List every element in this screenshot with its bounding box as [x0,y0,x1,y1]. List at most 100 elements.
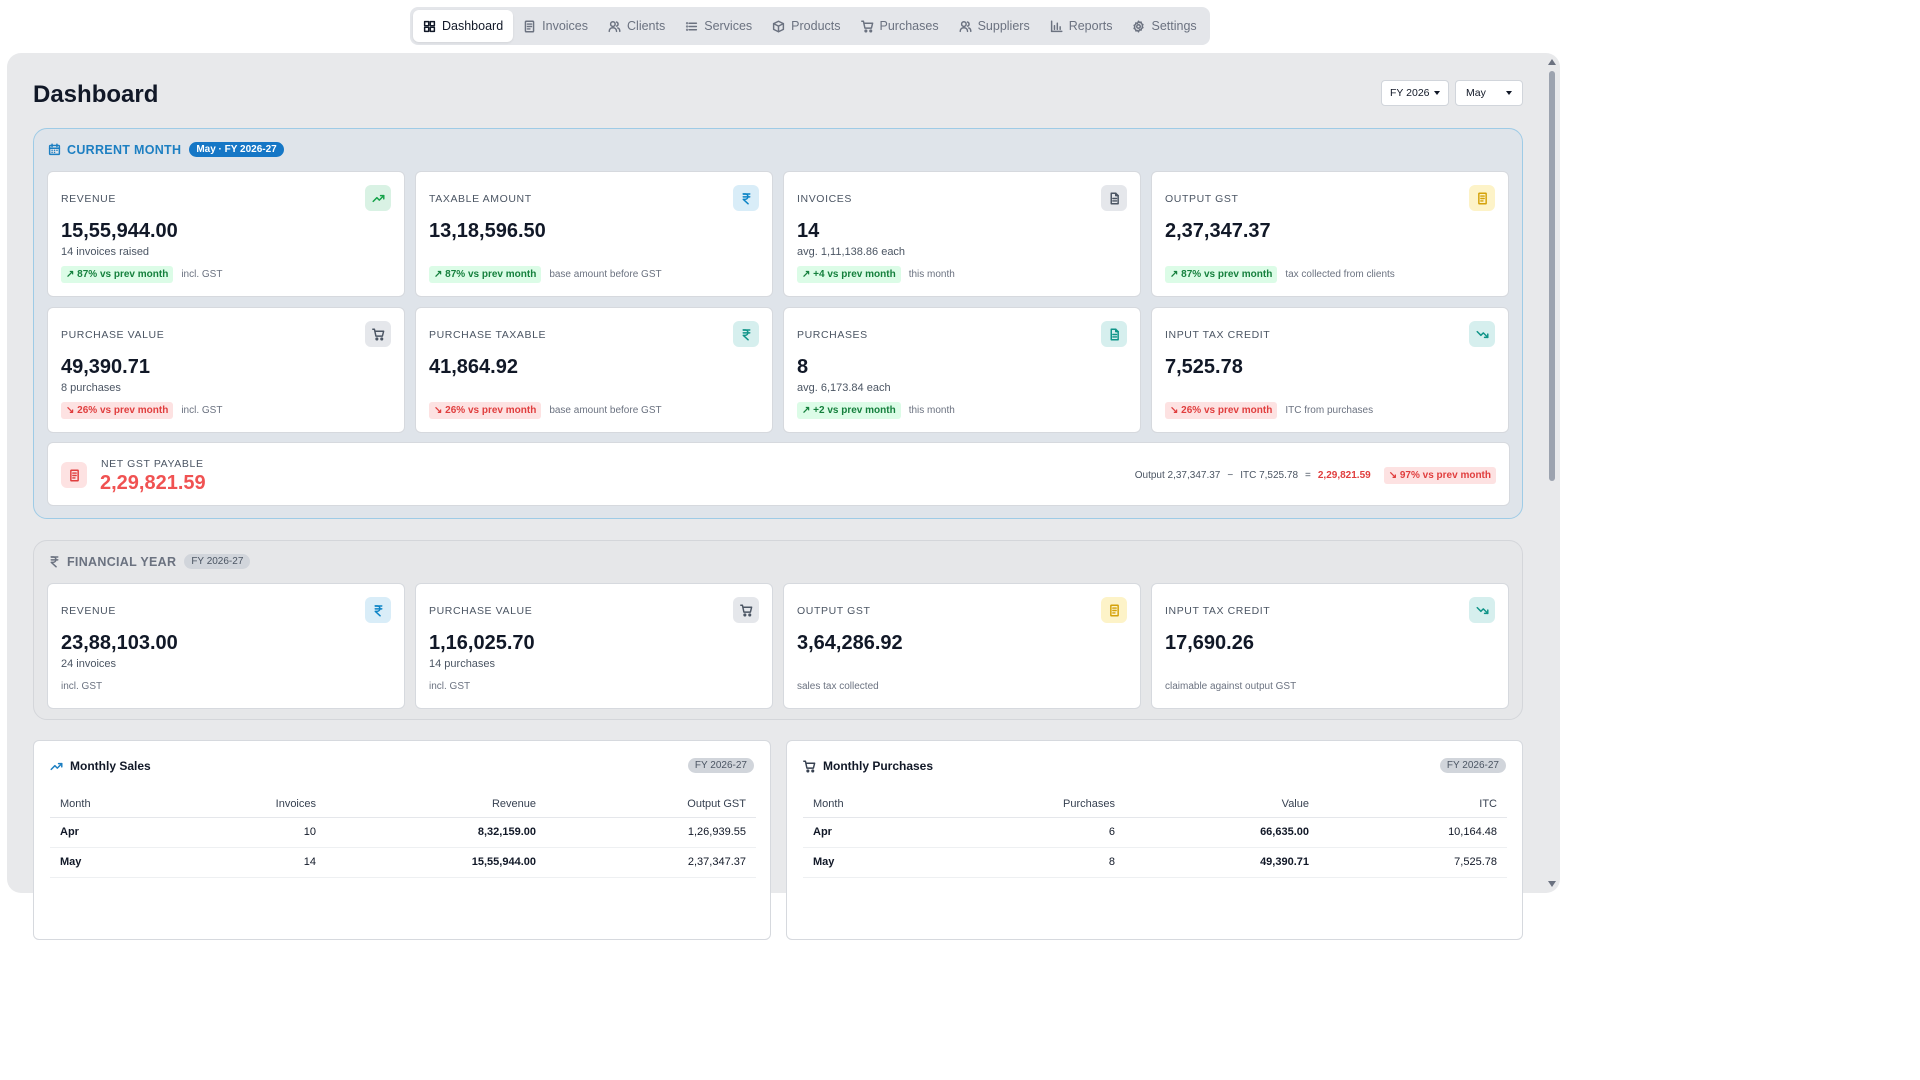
card-label: INPUT TAX CREDIT [1165,605,1271,617]
column-header: Invoices [200,791,326,818]
tab-settings[interactable]: Settings [1122,10,1206,42]
card-footer: ↗ 87% vs prev month tax collected from c… [1165,266,1395,283]
card-note: claimable against output GST [1165,681,1297,692]
tab-purchases[interactable]: Purchases [851,10,949,42]
card-label: REVENUE [61,193,116,205]
scroll-down-icon[interactable] [1548,881,1556,887]
section-title: FINANCIAL YEAR [67,554,177,569]
card-icon-badge [365,321,391,347]
card-subtext: 14 purchases [429,658,496,670]
table-cell: 8 [993,847,1125,878]
tab-suppliers[interactable]: Suppliers [949,10,1040,42]
vertical-scrollbar[interactable] [1548,57,1556,887]
tab-label: Clients [627,19,666,33]
card-icon-badge [1101,185,1127,211]
section-title: CURRENT MONTH [67,142,182,157]
period-badge: FY 2026-27 [1439,758,1506,773]
table-cell: 6 [993,817,1125,848]
scroll-up-icon[interactable] [1548,59,1556,65]
card-note: incl. GST [61,681,103,692]
monthly-sales-card: Monthly Sales FY 2026-27 Month Invoices … [33,740,771,940]
card-footer: ↘ 26% vs prev month base amount before G… [429,402,662,419]
net-gst-equation: Output 2,37,347.37 − ITC 7,525.78 = 2,29… [1135,467,1496,484]
net-gst-payable-card: NET GST PAYABLE 2,29,821.59 Output 2,37,… [47,442,1510,506]
card-note: tax collected from clients [1285,269,1395,280]
card-subtext: avg. 6,173.84 each [797,382,891,394]
equals-sign: = [1305,470,1311,481]
fy-input-tax-credit-card: INPUT TAX CREDIT 17,690.26 claimable aga… [1151,583,1509,709]
tab-label: Purchases [879,19,939,33]
card-subtext: 8 purchases [61,382,121,394]
tab-label: Settings [1151,19,1197,33]
rupee-icon [50,556,59,568]
card-label: NET GST PAYABLE [101,458,204,470]
table-row: May 14 15,55,944.00 2,37,347.37 [50,847,756,878]
fy-purchase-value-card: PURCHASE VALUE 1,16,025.70 14 purchases … [415,583,773,709]
scroll-thumb[interactable] [1549,71,1555,481]
caret-down-icon [1506,91,1512,95]
card-label: INVOICES [797,193,852,205]
table-cell: Apr [803,817,993,848]
card-note: this month [908,269,955,280]
card-note: sales tax collected [797,681,879,692]
tab-invoices[interactable]: Invoices [513,10,598,42]
tab-reports[interactable]: Reports [1040,10,1123,42]
card-value: 7,525.78 [1165,356,1243,378]
card-icon-badge [733,321,759,347]
trend-badge: ↗ +2 vs prev month [797,402,901,419]
monthly-purchases-table: Month Purchases Value ITC Apr 6 66,635.0… [803,791,1507,878]
users-icon [608,20,621,32]
fy-revenue-card: REVENUE 23,88,103.00 24 invoices incl. G… [47,583,405,709]
card-footer: ↗ 87% vs prev month base amount before G… [429,266,662,283]
section-header: CURRENT MONTH May · FY 2026-27 [48,142,284,157]
table-cell: 66,635.00 [1125,817,1319,848]
card-footer: ↗ +4 vs prev month this month [797,266,955,283]
box-icon [773,19,785,33]
rupee-icon [742,328,750,341]
card-value: 17,690.26 [1165,632,1254,654]
current-month-section: CURRENT MONTH May · FY 2026-27 REVENUE 1… [33,128,1523,519]
trending-down-icon [1475,330,1489,338]
purchase-taxable-card: PURCHASE TAXABLE 41,864.92 ↘ 26% vs prev… [415,307,773,433]
table-cell: 10 [200,817,326,848]
table-cell: 14 [200,847,326,878]
card-note: base amount before GST [549,405,662,416]
month-select[interactable]: May [1455,80,1523,106]
fy-select[interactable]: FY 2026 [1381,80,1449,106]
card-footer: ↘ 26% vs prev month ITC from purchases [1165,402,1373,419]
period-badge: FY 2026-27 [184,554,251,569]
card-value: 14 [797,220,820,242]
tab-dashboard[interactable]: Dashboard [413,10,514,42]
card-icon-badge [733,185,759,211]
invoices-card: INVOICES 14 avg. 1,11,138.86 each ↗ +4 v… [783,171,1141,297]
card-label: REVENUE [61,605,116,617]
table-cell: 7,525.78 [1319,847,1507,878]
card-subtext: avg. 1,11,138.86 each [797,246,906,258]
table-row: Apr 6 66,635.00 10,164.48 [803,817,1507,848]
monthly-purchases-card: Monthly Purchases FY 2026-27 Month Purch… [786,740,1523,940]
cart-icon [803,759,816,773]
minus-sign: − [1227,470,1234,481]
card-icon-badge [1101,321,1127,347]
tab-label: Dashboard [442,19,504,33]
output-gst-card: OUTPUT GST 2,37,347.37 ↗ 87% vs prev mon… [1151,171,1509,297]
trending-down-icon [1475,606,1489,614]
gear-icon [1133,19,1145,33]
card-value: 41,864.92 [429,356,518,378]
main-panel: Dashboard FY 2026 May CURRENT MONTH May … [7,53,1560,940]
table-cell: 15,55,944.00 [326,847,546,878]
card-note: incl. GST [181,405,223,416]
tab-services[interactable]: Services [675,10,762,42]
table-cell: May [803,847,993,878]
card-note: base amount before GST [549,269,662,280]
trend-badge: ↗ 87% vs prev month [1165,266,1278,283]
tab-clients[interactable]: Clients [598,10,675,42]
column-header: Revenue [326,791,546,818]
fy-select-value: FY 2026 [1390,87,1430,99]
trend-badge: ↘ 26% vs prev month [61,402,174,419]
card-value: 1,16,025.70 [429,632,535,654]
tab-products[interactable]: Products [762,10,850,42]
card-label: INPUT TAX CREDIT [1165,329,1271,341]
table-row: May 8 49,390.71 7,525.78 [803,847,1507,878]
list-icon [686,21,698,31]
